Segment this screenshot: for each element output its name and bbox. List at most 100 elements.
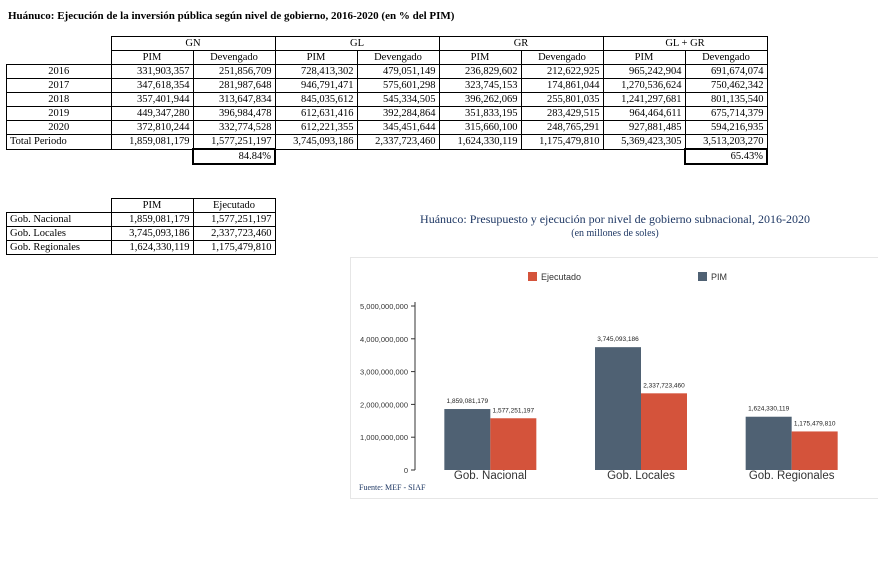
table-cell: 3,745,093,186 xyxy=(274,134,358,150)
table-cell: 3,513,203,270 xyxy=(684,134,768,150)
row-label: Total Periodo xyxy=(6,134,112,150)
table-cell: 1,175,479,810 xyxy=(520,134,604,150)
data-label: 1,624,330,119 xyxy=(748,406,789,413)
main-table: GN GL GR GL + GR PIM Devengado PIM Deven… xyxy=(6,36,768,165)
table-row: 2018 357,401,944 313,647,834 845,035,612 545… xyxy=(6,92,768,107)
table-cell: 449,347,280 xyxy=(110,106,194,121)
table-cell: 612,221,355 xyxy=(274,120,358,135)
table-cell: 1,624,330,119 xyxy=(110,240,194,255)
group-header-row: GN GL GR GL + GR xyxy=(7,36,768,51)
table-cell: 965,242,904 xyxy=(602,64,686,79)
summary-header-pim: PIM xyxy=(110,198,194,213)
table-cell: 675,714,379 xyxy=(684,106,768,121)
data-label: 3,745,093,186 xyxy=(597,336,639,343)
table-cell: 1,577,251,197 xyxy=(192,134,276,150)
table-row: 2017 347,618,354 281,987,648 946,791,471 575… xyxy=(6,78,768,93)
table-cell: 612,631,416 xyxy=(274,106,358,121)
chart-source: Fuente: MEF - SIAF xyxy=(359,483,426,492)
row-label: 2016 xyxy=(6,64,112,79)
table-cell: 174,861,044 xyxy=(520,78,604,93)
data-label: 1,577,251,197 xyxy=(493,407,535,414)
table-cell: 1,270,536,624 xyxy=(602,78,686,93)
table-cell: 750,462,342 xyxy=(684,78,768,93)
y-tick-label: 1,000,000,000 xyxy=(360,433,408,442)
row-label: Gob. Nacional xyxy=(6,212,112,227)
page-title: Huánuco: Ejecución de la inversión públi… xyxy=(8,10,455,22)
table-cell: 347,618,354 xyxy=(110,78,194,93)
legend-label-pim: PIM xyxy=(711,272,727,282)
legend-swatch-ejecutado xyxy=(528,272,537,281)
table-cell: 396,984,478 xyxy=(192,106,276,121)
subheader-pim: PIM xyxy=(438,50,522,65)
table-row: Gob. Locales 3,745,093,186 2,337,723,460 xyxy=(6,226,276,241)
chart-subtitle: (en millones de soles) xyxy=(571,228,659,239)
summary-header-ejecutado: Ejecutado xyxy=(192,198,276,213)
table-cell: 5,369,423,305 xyxy=(602,134,686,150)
row-label: 2017 xyxy=(6,78,112,93)
table-cell: 236,829,602 xyxy=(438,64,522,79)
table-cell: 1,577,251,197 xyxy=(192,212,276,227)
group-header-gl: GL xyxy=(274,36,440,51)
bar-ejecutado xyxy=(490,418,537,470)
table-row: 2019 449,347,280 396,984,478 612,631,416 392… xyxy=(6,106,768,121)
data-label: 2,337,723,460 xyxy=(643,382,685,389)
table-cell: 313,647,834 xyxy=(192,92,276,107)
table-cell: 479,051,149 xyxy=(356,64,440,79)
subheader-pim: PIM xyxy=(602,50,686,65)
table-cell: 3,745,093,186 xyxy=(110,226,194,241)
table-row: 2020 372,810,244 332,774,528 612,221,355 345… xyxy=(6,120,768,135)
subheader-pim: PIM xyxy=(110,50,194,65)
table-cell: 212,622,925 xyxy=(520,64,604,79)
table-cell: 545,334,505 xyxy=(356,92,440,107)
row-label: Gob. Regionales xyxy=(6,240,112,255)
table-cell: 728,413,302 xyxy=(274,64,358,79)
percentage-row: 84.84% 65.43% xyxy=(7,148,768,165)
table-cell: 845,035,612 xyxy=(274,92,358,107)
table-cell: 2,337,723,460 xyxy=(192,226,276,241)
legend-label-ejecutado: Ejecutado xyxy=(541,272,581,282)
data-label: 1,859,081,179 xyxy=(447,398,489,405)
table-cell: 323,745,153 xyxy=(438,78,522,93)
summary-table: PIM Ejecutado Gob. Nacional 1,859,081,179… xyxy=(6,198,276,255)
group-header-gn: GN xyxy=(110,36,276,51)
x-category-label: Gob. Locales xyxy=(607,470,675,482)
table-cell: 964,464,611 xyxy=(602,106,686,121)
subheader-pim: PIM xyxy=(274,50,358,65)
y-tick-label: 4,000,000,000 xyxy=(360,335,408,344)
chart-area: 0 1,000,000,000 2,000,000,000 3,000,000,000… xyxy=(350,257,878,499)
table-cell: 927,881,485 xyxy=(602,120,686,135)
bar-ejecutado xyxy=(791,431,838,470)
bar-chart: 0 1,000,000,000 2,000,000,000 3,000,000,000… xyxy=(360,272,838,482)
subheader-devengado: Devengado xyxy=(192,50,276,65)
legend-swatch-pim xyxy=(698,272,707,281)
y-tick-label: 2,000,000,000 xyxy=(360,400,408,409)
summary-header-row: PIM Ejecutado xyxy=(7,198,276,213)
group-header-gr: GR xyxy=(438,36,604,51)
table-cell: 594,216,935 xyxy=(684,120,768,135)
table-cell: 1,175,479,810 xyxy=(192,240,276,255)
table-cell: 801,135,540 xyxy=(684,92,768,107)
pct-glgr: 65.43% xyxy=(684,148,768,165)
subheader-devengado: Devengado xyxy=(520,50,604,65)
subheader-devengado: Devengado xyxy=(356,50,440,65)
table-row: Gob. Regionales 1,624,330,119 1,175,479,81… xyxy=(6,240,276,255)
table-cell: 248,765,291 xyxy=(520,120,604,135)
y-tick-label: 0 xyxy=(404,466,408,475)
row-label: 2020 xyxy=(6,120,112,135)
table-cell: 357,401,944 xyxy=(110,92,194,107)
table-row: 2016 331,903,357 251,856,709 728,413,302 479… xyxy=(6,64,768,79)
pct-gn: 84.84% xyxy=(192,148,276,165)
group-header-glgr: GL + GR xyxy=(602,36,768,51)
table-row: Gob. Nacional 1,859,081,179 1,577,251,197 xyxy=(6,212,276,227)
table-cell: 2,337,723,460 xyxy=(356,134,440,150)
table-cell: 345,451,644 xyxy=(356,120,440,135)
y-tick-label: 5,000,000,000 xyxy=(360,302,408,311)
table-cell: 946,791,471 xyxy=(274,78,358,93)
table-cell: 255,801,035 xyxy=(520,92,604,107)
table-cell: 331,903,357 xyxy=(110,64,194,79)
table-cell: 332,774,528 xyxy=(192,120,276,135)
table-cell: 575,601,298 xyxy=(356,78,440,93)
table-cell: 1,624,330,119 xyxy=(438,134,522,150)
table-cell: 1,859,081,179 xyxy=(110,134,194,150)
y-tick-label: 3,000,000,000 xyxy=(360,368,408,377)
